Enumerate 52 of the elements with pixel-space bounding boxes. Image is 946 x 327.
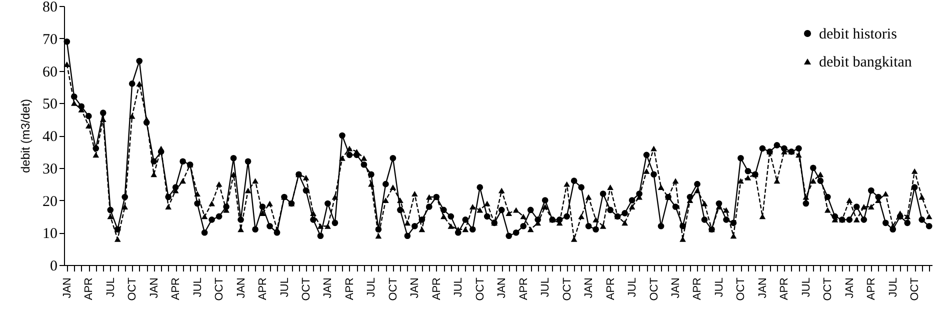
y-tick-label: 20 [42,194,58,210]
x-tick-label: APR [257,277,270,300]
x-tick-label: OCT [300,277,312,301]
y-tick-label: 40 [42,129,58,145]
x-tick-label: JUL [452,278,465,298]
legend-label: debit historis [819,26,898,42]
x-tick-label: APR [83,277,96,300]
x-tick-label: JAN [670,277,682,298]
x-tick-label: JAN [409,277,422,298]
x-tick-label: JAN [496,277,508,298]
x-tick-label: JUL [887,278,900,298]
x-tick-label: JAN [61,277,74,298]
x-tick-label: OCT [214,277,226,301]
x-tick-label: APR [692,277,704,300]
x-tick-label: OCT [387,277,400,301]
x-tick-label: OCT [648,277,660,301]
x-tick-label: OCT [909,277,922,301]
x-tick-label: APR [344,277,356,300]
x-tick-label: APR [518,277,530,300]
x-tick-label: JAN [583,277,596,298]
x-tick-label: JUL [278,278,291,298]
x-tick-label: APR [604,277,617,300]
x-tick-label: JUL [713,278,726,298]
x-tick-label: JAN [148,277,160,298]
x-tick-label: OCT [561,277,574,301]
x-tick-label: APR [430,277,443,300]
x-tick-label: APR [778,277,791,300]
y-tick-label: 0 [50,258,58,274]
y-tick-label: 70 [42,32,58,48]
y-tick-label: 60 [42,64,58,80]
x-tick-label: JAN [322,277,334,298]
x-tick-label: JAN [235,277,248,298]
x-tick-label: JUL [800,278,812,298]
x-tick-label: OCT [822,277,834,301]
x-tick-label: APR [866,277,878,300]
x-tick-label: JUL [192,278,204,298]
y-axis-title: debit (m3/det) [18,98,32,174]
x-tick-label: JUL [366,278,378,298]
x-tick-label: OCT [735,277,748,301]
x-tick-label: OCT [126,277,139,301]
y-tick-label: 30 [42,161,58,178]
y-tick-label: 80 [42,0,58,16]
x-tick-label: JUL [104,278,117,298]
x-tick-label: APR [170,277,182,300]
y-tick-label: 10 [42,226,58,242]
y-tick-label: 50 [42,96,58,113]
x-tick-label: JAN [844,277,856,298]
x-tick-label: JUL [626,278,639,298]
x-tick-label: JAN [756,277,769,298]
x-tick-label: OCT [474,277,486,301]
legend-label: debit bangkitan [819,54,912,70]
x-tick-label: JUL [540,278,552,298]
